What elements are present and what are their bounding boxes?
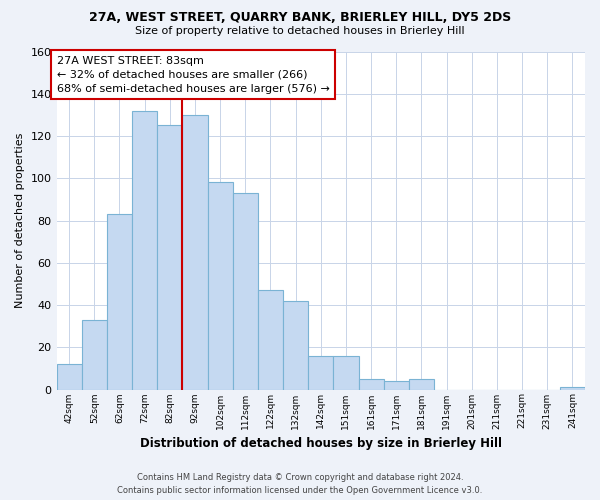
Text: Contains HM Land Registry data © Crown copyright and database right 2024.
Contai: Contains HM Land Registry data © Crown c… xyxy=(118,474,482,495)
Text: 27A, WEST STREET, QUARRY BANK, BRIERLEY HILL, DY5 2DS: 27A, WEST STREET, QUARRY BANK, BRIERLEY … xyxy=(89,11,511,24)
Bar xyxy=(560,388,585,390)
X-axis label: Distribution of detached houses by size in Brierley Hill: Distribution of detached houses by size … xyxy=(140,437,502,450)
Bar xyxy=(334,356,359,390)
Bar xyxy=(132,110,157,390)
Bar xyxy=(383,381,409,390)
Bar xyxy=(283,301,308,390)
Bar xyxy=(157,126,182,390)
Bar xyxy=(409,379,434,390)
Bar xyxy=(359,379,383,390)
Bar xyxy=(308,356,334,390)
Bar xyxy=(208,182,233,390)
Bar xyxy=(82,320,107,390)
Bar xyxy=(233,193,258,390)
Text: Size of property relative to detached houses in Brierley Hill: Size of property relative to detached ho… xyxy=(135,26,465,36)
Text: 27A WEST STREET: 83sqm
← 32% of detached houses are smaller (266)
68% of semi-de: 27A WEST STREET: 83sqm ← 32% of detached… xyxy=(57,56,330,94)
Bar xyxy=(182,115,208,390)
Bar xyxy=(107,214,132,390)
Bar xyxy=(258,290,283,390)
Bar xyxy=(56,364,82,390)
Y-axis label: Number of detached properties: Number of detached properties xyxy=(15,133,25,308)
